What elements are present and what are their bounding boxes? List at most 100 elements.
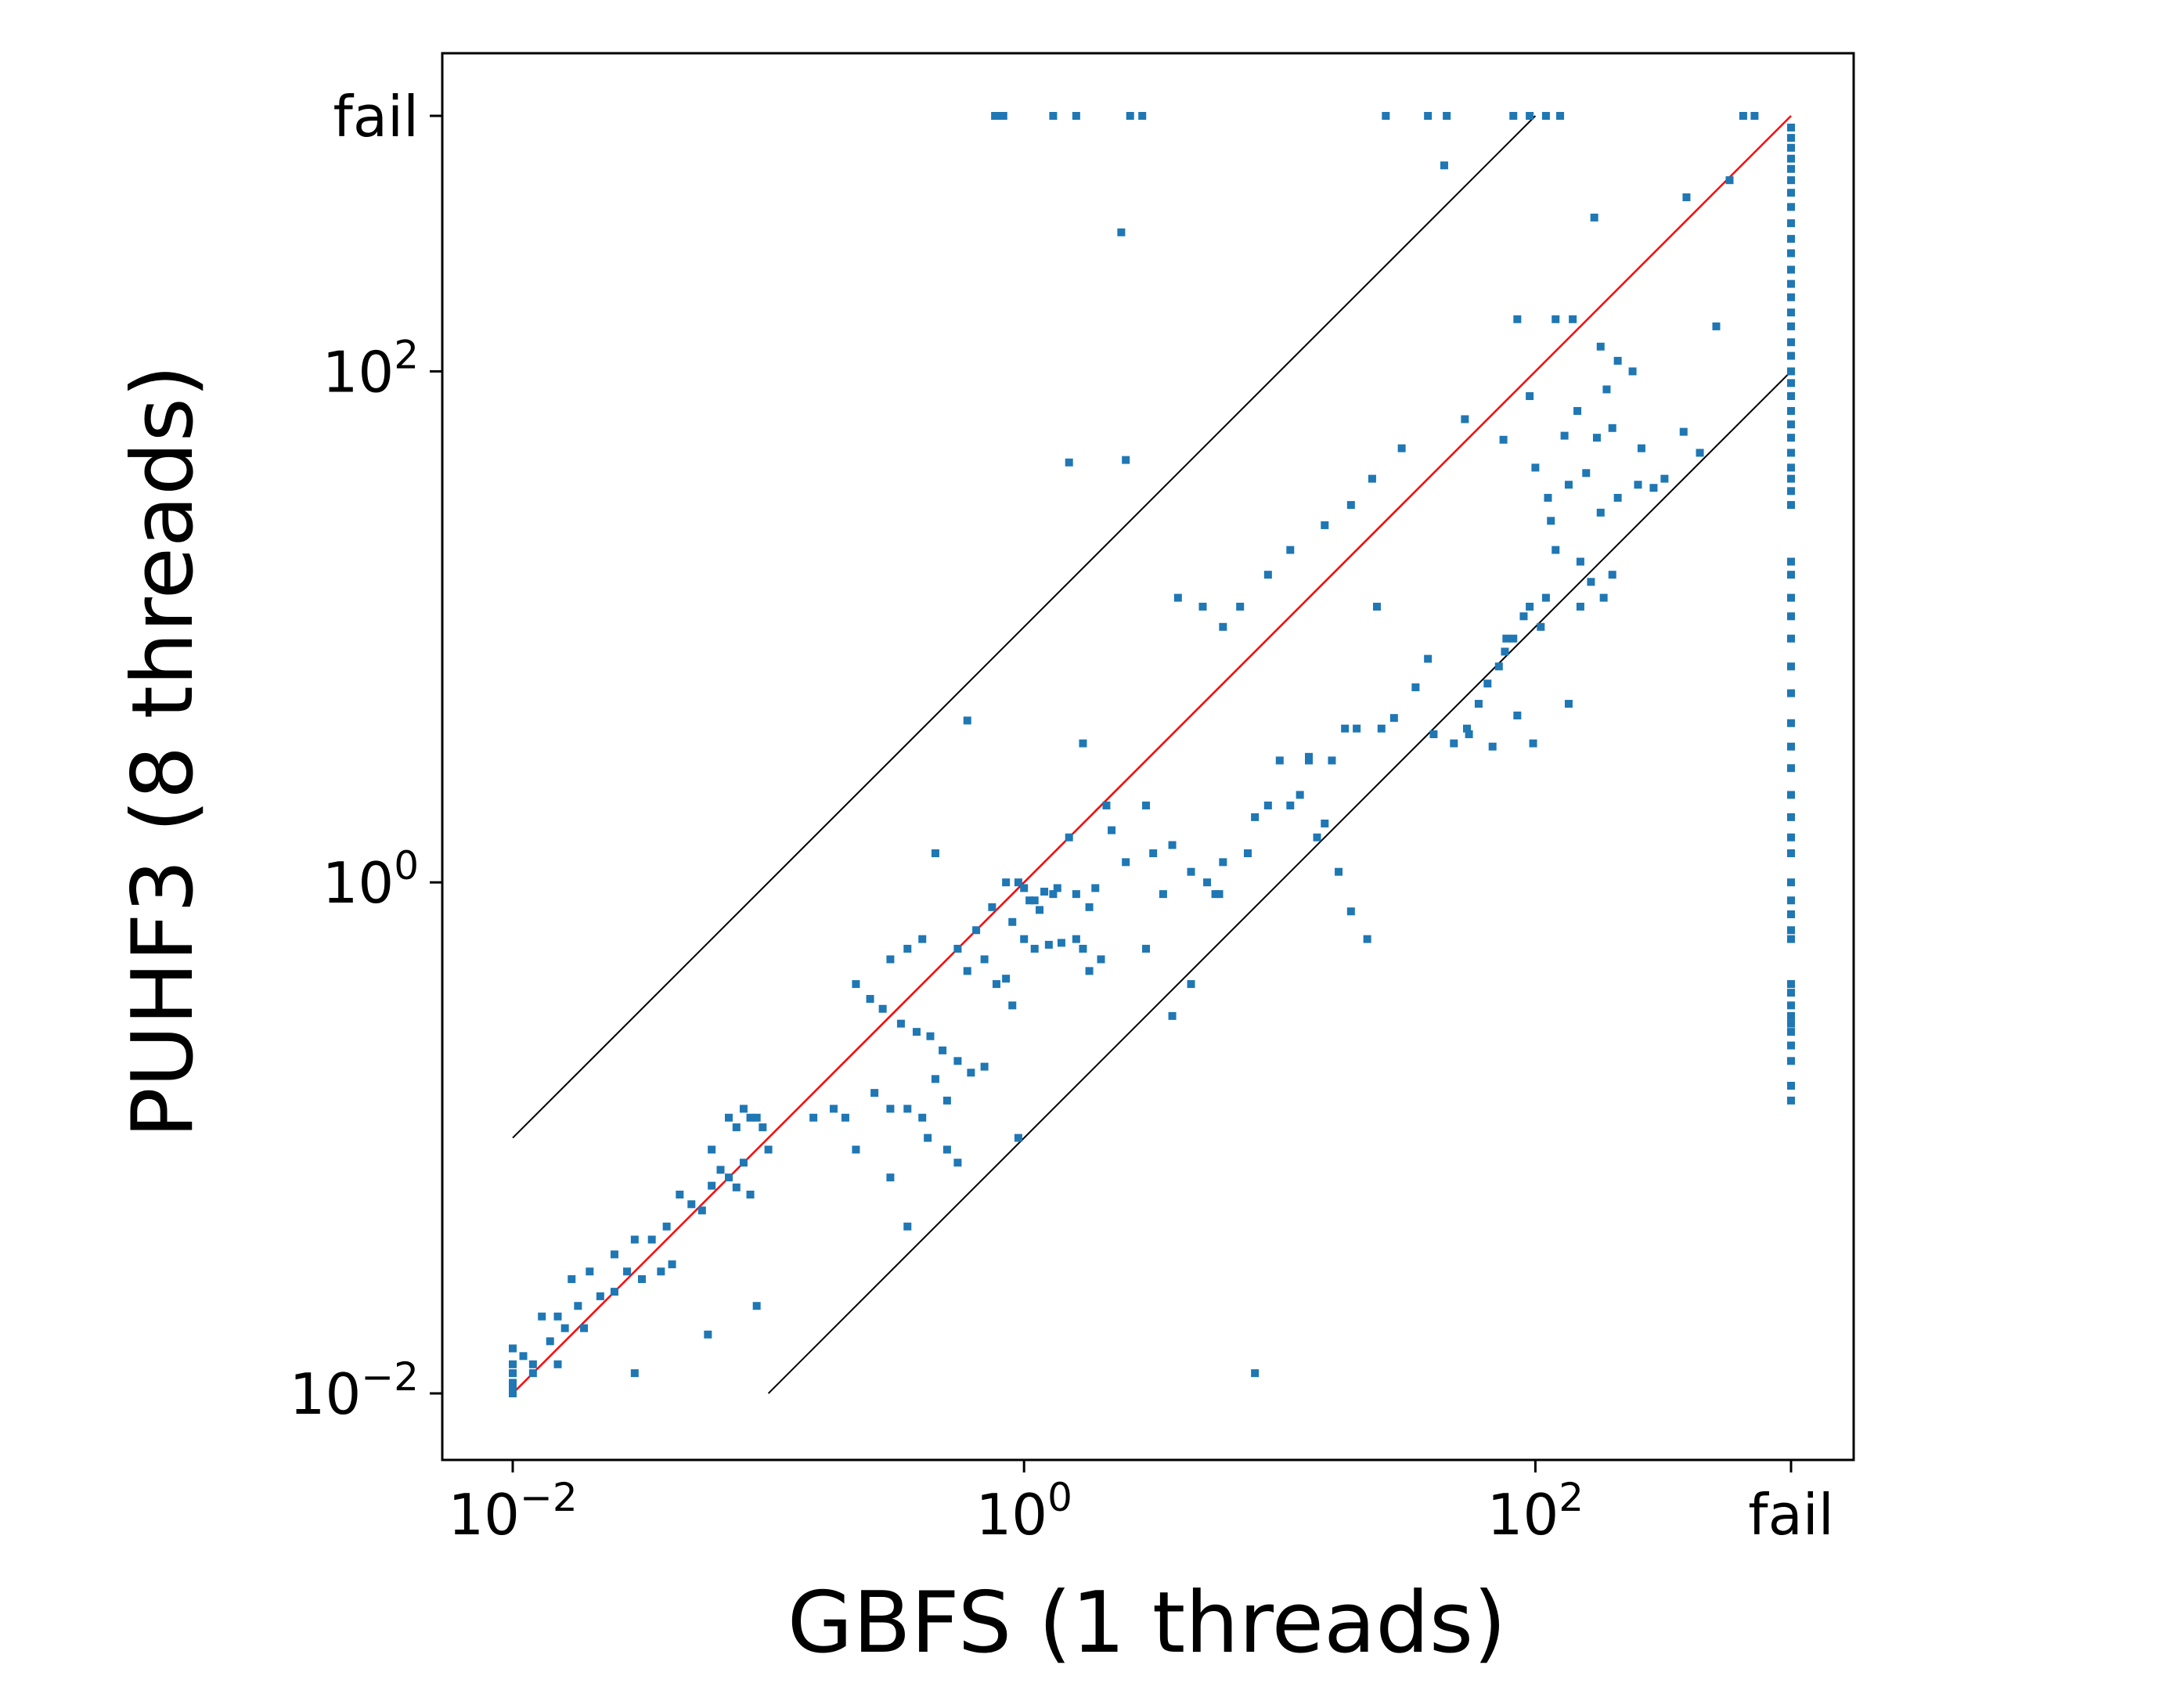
data-point (1787, 338, 1795, 347)
data-point (568, 1275, 576, 1284)
data-point (1377, 724, 1386, 733)
y-axis-label: PUHF3 (8 threads) (114, 365, 212, 1138)
data-point (942, 1096, 951, 1105)
data-point (1787, 406, 1795, 415)
data-point (1787, 593, 1795, 602)
data-point (662, 1222, 671, 1231)
data-point (841, 1113, 849, 1122)
data-point (1198, 602, 1207, 611)
data-point (1509, 634, 1518, 643)
data-point (1679, 427, 1688, 436)
data-point (1044, 940, 1053, 949)
data-point (697, 1206, 706, 1215)
y-tick-label: 100 (323, 843, 419, 916)
data-point (1483, 679, 1492, 688)
data-point (1787, 176, 1795, 185)
data-point (991, 112, 1000, 120)
data-point (1787, 980, 1795, 989)
data-point (1787, 367, 1795, 376)
data-point (903, 1105, 912, 1113)
data-point (1263, 571, 1272, 579)
data-point (1219, 858, 1227, 867)
data-point (963, 716, 971, 725)
data-point (1251, 1369, 1260, 1378)
data-point (1599, 593, 1608, 602)
data-point (1576, 557, 1584, 566)
data-point (764, 1145, 773, 1154)
data-point (509, 1344, 517, 1353)
data-point (1502, 634, 1511, 643)
data-point (623, 1267, 632, 1276)
data-point (1787, 634, 1795, 643)
data-point (1531, 463, 1540, 472)
data-point (1079, 944, 1087, 953)
data-point (1251, 813, 1260, 821)
data-point (1608, 571, 1616, 579)
data-point (716, 1166, 725, 1174)
data-point (1596, 508, 1605, 517)
data-point (676, 1191, 684, 1199)
data-point (1173, 593, 1182, 602)
data-point (1787, 134, 1795, 142)
plot-frame (441, 52, 1855, 1462)
data-point (1072, 112, 1080, 120)
data-point (1079, 739, 1087, 748)
data-point (1739, 112, 1747, 120)
data-point (647, 1235, 656, 1244)
data-point (1065, 833, 1073, 842)
data-point (939, 1046, 947, 1054)
data-point (988, 903, 996, 911)
data-point (1142, 801, 1151, 809)
data-point (1122, 456, 1130, 464)
data-point (1787, 1011, 1795, 1020)
data-point (704, 1330, 712, 1339)
data-point (1787, 143, 1795, 152)
data-point (1787, 392, 1795, 401)
data-point (1564, 481, 1573, 489)
data-point (1590, 213, 1598, 222)
data-point (942, 1145, 951, 1154)
data-point (509, 1389, 517, 1397)
data-point (538, 1312, 546, 1321)
data-point (1424, 654, 1433, 663)
data-point (1286, 546, 1295, 554)
data-point (610, 1288, 618, 1296)
data-point (1102, 801, 1111, 809)
data-point (1519, 612, 1528, 621)
data-point (886, 955, 895, 964)
data-point (1215, 890, 1224, 899)
data-point (752, 1113, 761, 1122)
data-point (1564, 700, 1573, 708)
data-point (746, 1191, 755, 1199)
data-point (1682, 193, 1691, 202)
data-point (1787, 1081, 1795, 1090)
data-point (1787, 791, 1795, 799)
data-point (1787, 249, 1795, 258)
data-point (1085, 967, 1094, 975)
data-point (1541, 593, 1550, 602)
data-point (1576, 602, 1584, 611)
data-point (1002, 878, 1011, 887)
x-tick-label: fail (1748, 1482, 1833, 1548)
data-point (1142, 944, 1151, 953)
data-point (1020, 884, 1029, 892)
data-point (924, 1134, 932, 1142)
data-point (1787, 434, 1795, 442)
data-point (1696, 449, 1704, 457)
data-point (1787, 123, 1795, 132)
data-point (1020, 935, 1029, 943)
data-point (1321, 521, 1329, 529)
data-point (1560, 431, 1569, 440)
data-point (1313, 833, 1321, 842)
data-point (1072, 890, 1080, 899)
data-point (1465, 730, 1473, 738)
data-points (509, 112, 1795, 1397)
data-point (1008, 917, 1017, 926)
data-point (1544, 493, 1552, 502)
data-point (1513, 711, 1522, 719)
data-point (931, 849, 939, 858)
data-point (1787, 420, 1795, 429)
data-point (1787, 742, 1795, 751)
data-point (1787, 154, 1795, 163)
data-point (1014, 1134, 1022, 1142)
